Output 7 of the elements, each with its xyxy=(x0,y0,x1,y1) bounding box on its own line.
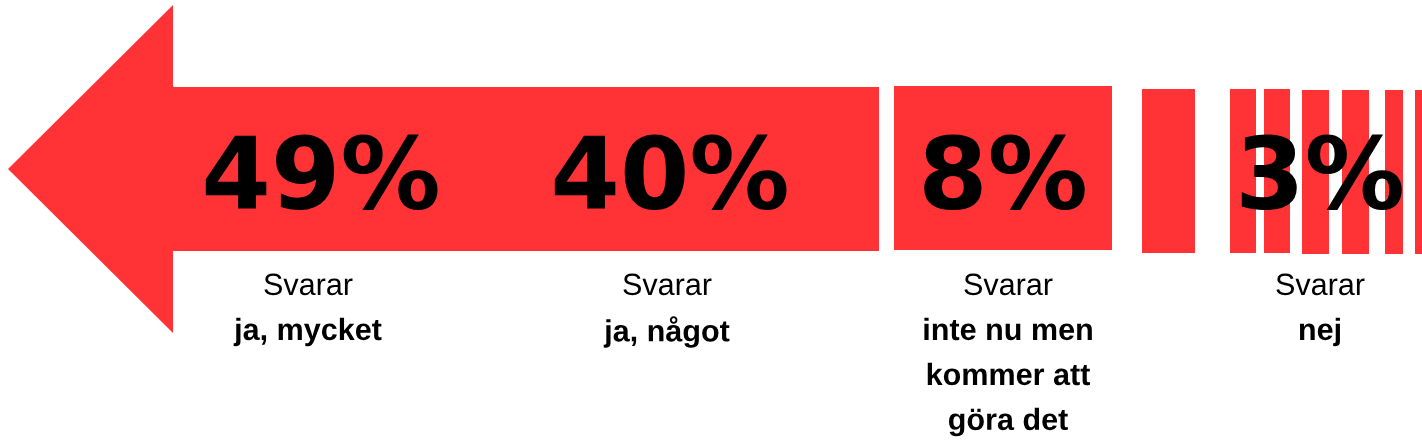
data-label: 8% xyxy=(924,134,1085,211)
category-label: Svarar nej xyxy=(1276,273,1365,347)
category-label: Svarar ja, något xyxy=(603,273,730,348)
data-label: 40% xyxy=(554,134,787,211)
category-label: Svarar ja, mycket xyxy=(233,273,382,347)
category-label: Svarar inte nu men kommer att göra det xyxy=(924,273,1092,437)
data-label: 49% xyxy=(205,134,438,211)
